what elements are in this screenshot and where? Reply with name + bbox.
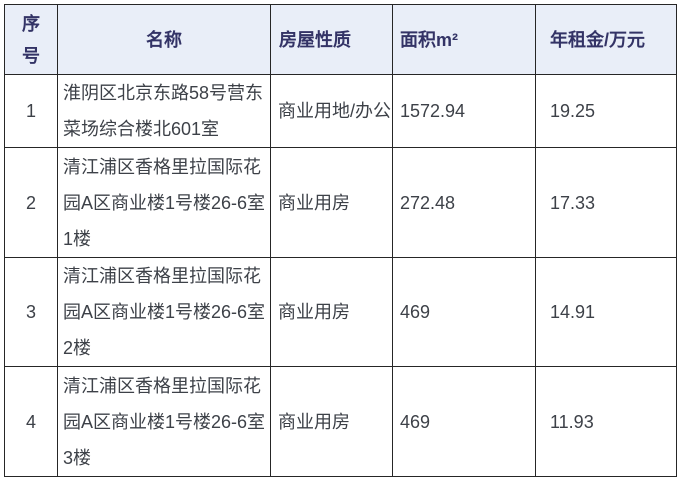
col-header-annual-rent: 年租金/万元 [535, 4, 677, 75]
cell-area: 469 [392, 257, 536, 367]
table-row: 4 清江浦区香格里拉国际花园A区商业楼1号楼26-6室3楼 商业用房 469 1… [4, 366, 677, 477]
cell-serial-number: 3 [4, 257, 58, 367]
col-header-property-type: 房屋性质 [270, 4, 393, 75]
table-row: 1 淮阴区北京东路58号营东菜场综合楼北601室 商业用地/办公 1572.94… [4, 74, 677, 148]
cell-annual-rent: 14.91 [535, 257, 677, 367]
cell-serial-number: 1 [4, 74, 58, 148]
cell-annual-rent: 17.33 [535, 147, 677, 258]
cell-annual-rent: 19.25 [535, 74, 677, 148]
cell-name: 清江浦区香格里拉国际花园A区商业楼1号楼26-6室3楼 [57, 366, 271, 477]
cell-area: 1572.94 [392, 74, 536, 148]
cell-serial-number: 2 [4, 147, 58, 258]
property-rent-table: 序 号 名称 房屋性质 面积m² 年租金/万元 1 淮阴区北京东路58号营东菜场… [4, 4, 677, 477]
col-header-area: 面积m² [392, 4, 536, 75]
cell-annual-rent: 11.93 [535, 366, 677, 477]
cell-area: 272.48 [392, 147, 536, 258]
cell-name: 清江浦区香格里拉国际花园A区商业楼1号楼26-6室2楼 [57, 257, 271, 367]
cell-property-type: 商业用房 [270, 366, 393, 477]
table-row: 3 清江浦区香格里拉国际花园A区商业楼1号楼26-6室2楼 商业用房 469 1… [4, 257, 677, 367]
table-header-row: 序 号 名称 房屋性质 面积m² 年租金/万元 [4, 4, 677, 75]
col-header-serial-number: 序 号 [4, 4, 58, 75]
cell-property-type: 商业用地/办公 [270, 74, 393, 148]
cell-property-type: 商业用房 [270, 147, 393, 258]
col-header-name: 名称 [57, 4, 271, 75]
cell-property-type: 商业用房 [270, 257, 393, 367]
cell-name: 清江浦区香格里拉国际花园A区商业楼1号楼26-6室1楼 [57, 147, 271, 258]
cell-serial-number: 4 [4, 366, 58, 477]
cell-area: 469 [392, 366, 536, 477]
cell-name: 淮阴区北京东路58号营东菜场综合楼北601室 [57, 74, 271, 148]
table-row: 2 清江浦区香格里拉国际花园A区商业楼1号楼26-6室1楼 商业用房 272.4… [4, 147, 677, 258]
